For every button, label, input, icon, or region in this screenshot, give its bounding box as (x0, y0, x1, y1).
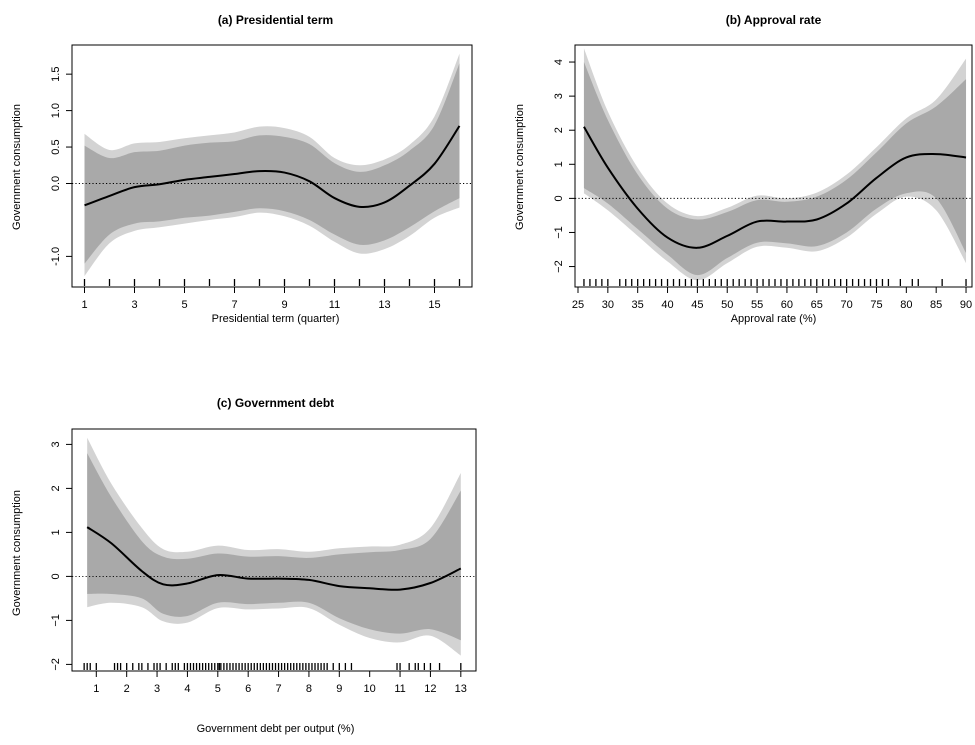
x-tick-label: 8 (306, 683, 312, 695)
x-tick-label: 1 (81, 299, 87, 311)
x-tick-label: 3 (131, 299, 137, 311)
x-tick-label: 7 (231, 299, 237, 311)
x-tick-label: 35 (632, 299, 644, 311)
y-tick-label: 0.0 (50, 176, 62, 191)
y-tick-label: 3 (553, 93, 565, 99)
x-tick-label: 9 (336, 683, 342, 695)
y-tick-label: −1 (553, 226, 565, 239)
panel-title: (b) Approval rate (726, 13, 822, 27)
x-tick-label: 5 (215, 683, 221, 695)
x-tick-label: 55 (751, 299, 763, 311)
x-tick-label: 12 (424, 683, 436, 695)
y-tick-label: −2 (553, 260, 565, 273)
x-tick-label: 7 (275, 683, 281, 695)
x-tick-label: 80 (900, 299, 912, 311)
y-tick-label: 0 (50, 573, 62, 579)
y-tick-label: 1 (553, 161, 565, 167)
x-tick-label: 40 (661, 299, 673, 311)
y-tick-label: 3 (50, 441, 62, 447)
x-tick-label: 75 (870, 299, 882, 311)
x-tick-label: 1 (93, 683, 99, 695)
x-tick-label: 13 (378, 299, 390, 311)
x-tick-label: 45 (691, 299, 703, 311)
y-tick-label: −1 (50, 614, 62, 627)
x-tick-label: 90 (960, 299, 972, 311)
x-axis-label: Government debt per output (%) (197, 723, 355, 735)
y-tick-label: -1.0 (50, 247, 62, 266)
y-tick-label: 1.5 (50, 67, 62, 82)
x-tick-label: 11 (329, 299, 340, 311)
estimate-line (86, 526, 462, 591)
panel-title: (a) Presidential term (218, 13, 333, 27)
x-tick-label: 4 (184, 683, 190, 695)
plot-area: 1 3 5 7 9 11 13 15-1.00.00.51.01.5 (50, 44, 473, 311)
x-tick-label: 15 (428, 299, 440, 311)
x-tick-label: 6 (245, 683, 251, 695)
x-tick-label: 60 (781, 299, 793, 311)
panel-government-debt: (c) Government debt Government debt per … (11, 396, 477, 735)
inner-confidence-band (583, 62, 967, 276)
x-tick-label: 13 (455, 683, 467, 695)
x-tick-label: 85 (930, 299, 942, 311)
panel-approval-rate: (b) Approval rate Approval rate (%) Gove… (514, 13, 973, 325)
x-tick-label: 30 (602, 299, 614, 311)
y-axis-label: Government consumption (11, 490, 23, 616)
y-tick-label: 0.5 (50, 139, 62, 154)
y-tick-label: −2 (50, 658, 62, 671)
x-tick-label: 50 (721, 299, 733, 311)
plot-frame (71, 44, 473, 288)
plot-frame (71, 428, 477, 672)
y-tick-label: 2 (553, 127, 565, 133)
x-tick-label: 70 (841, 299, 853, 311)
x-axis-label: Presidential term (quarter) (212, 313, 340, 325)
plot-frame (574, 44, 973, 288)
x-tick-label: 3 (154, 683, 160, 695)
y-tick-label: 1 (50, 529, 62, 535)
plot-area: 25 30 35 40 45 50 55 60 65 70 75 80 85 90 −2 −1 0 1 2 3 4 (553, 44, 973, 311)
estimate-line (583, 126, 967, 249)
y-tick-label: 0 (553, 195, 565, 201)
inner-confidence-band (84, 63, 460, 264)
x-tick-label: 9 (281, 299, 287, 311)
x-tick-label: 5 (181, 299, 187, 311)
y-axis-label: Government consumption (514, 104, 526, 230)
x-tick-label: 11 (394, 683, 405, 695)
x-axis-label: Approval rate (%) (731, 313, 817, 325)
x-tick-label: 2 (124, 683, 130, 695)
x-tick-label: 25 (572, 299, 584, 311)
y-tick-label: 2 (50, 485, 62, 491)
estimate-line (84, 125, 461, 208)
panel-title: (c) Government debt (217, 396, 334, 410)
x-tick-label: 10 (364, 683, 376, 695)
x-tick-label: 65 (811, 299, 823, 311)
y-tick-label: 4 (553, 59, 565, 65)
y-axis-label: Government consumption (11, 104, 23, 230)
y-tick-label: 1.0 (50, 103, 62, 118)
inner-confidence-band (87, 453, 461, 641)
panel-presidential-term: (a) Presidential term Presidential term … (11, 13, 473, 325)
